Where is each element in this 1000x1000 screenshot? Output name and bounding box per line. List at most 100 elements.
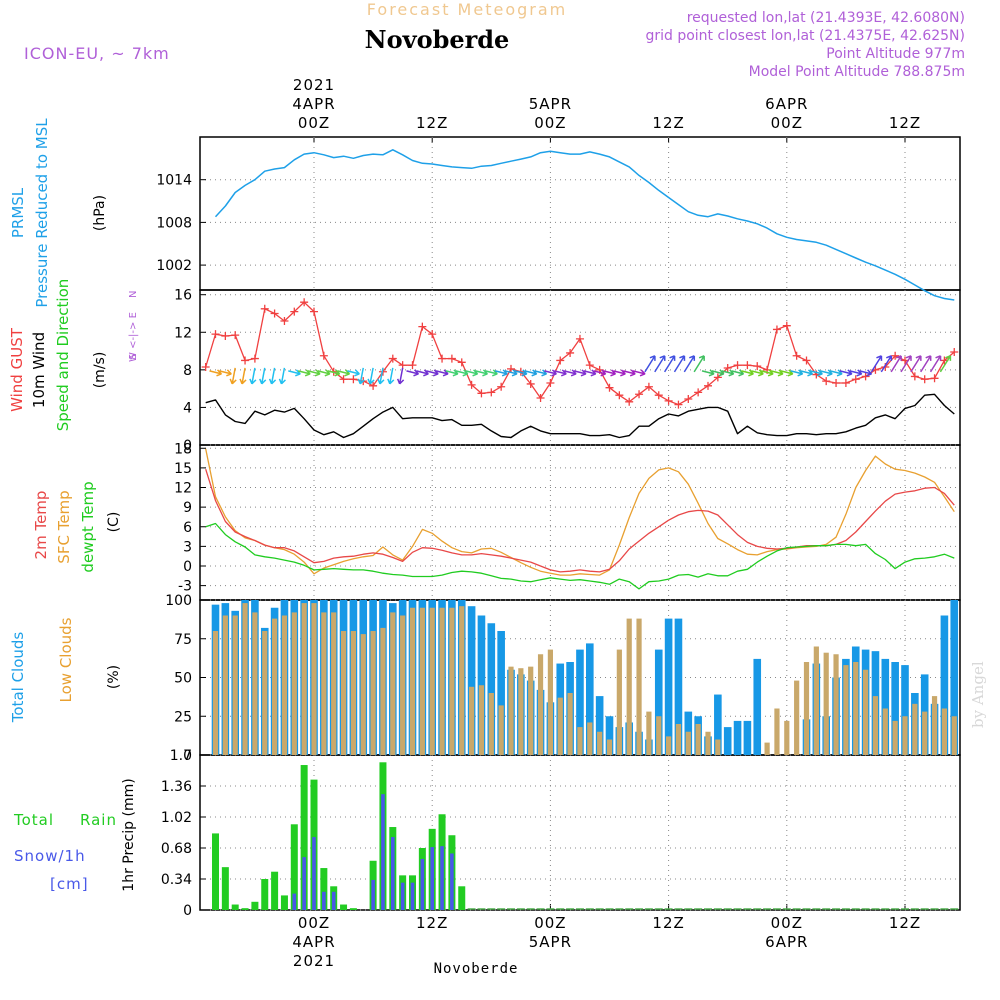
wind-direction-arrow (387, 367, 395, 385)
wind-direction-arrow (820, 369, 833, 377)
low-cloud-bar (784, 720, 790, 755)
wind-direction-arrow (800, 369, 814, 377)
wind-gust-marker (585, 361, 594, 370)
rain-bar (340, 904, 348, 910)
pressure-plot (214, 149, 955, 301)
snow-bar (430, 847, 434, 910)
total-cloud-bar (753, 658, 762, 755)
low-cloud-bar (656, 716, 662, 755)
total-cloud-bar (497, 631, 505, 755)
wind-label-10m: 10m Wind (30, 332, 48, 408)
wind-direction-arrow (357, 367, 365, 385)
rain-bar (231, 904, 239, 910)
wind-gust-marker (280, 317, 289, 325)
wind-gust-marker (733, 361, 742, 370)
wind-gust-marker (221, 332, 230, 341)
low-cloud-bar (360, 634, 366, 755)
pressure-tick-label: 1002 (156, 258, 192, 274)
low-cloud-bar (764, 742, 770, 755)
wind-gust-marker (704, 381, 712, 390)
precip-tick-label: 1.02 (161, 810, 192, 826)
temp-tick-label: 12 (174, 481, 192, 497)
wind-gust-marker (861, 372, 870, 381)
wind-gust-marker (211, 330, 220, 339)
low-cloud-bar (469, 686, 475, 755)
sfc-temp-line (205, 448, 955, 576)
low-cloud-bar (262, 631, 268, 755)
low-cloud-bar (616, 649, 622, 755)
wind-gust-marker (349, 375, 358, 384)
wind-gust-marker (339, 375, 348, 384)
compass-south: S (128, 354, 139, 360)
low-cloud-bar (577, 727, 583, 755)
top-axis-label: 4APR (292, 95, 335, 113)
wind-gust-marker (822, 377, 831, 386)
wind-direction-arrow (544, 369, 557, 377)
wind-tick-label: 16 (174, 288, 192, 304)
precip-label-rain: Rain (80, 811, 117, 829)
low-cloud-bar (528, 666, 534, 755)
snow-bar (410, 882, 415, 910)
total-cloud-bar (714, 694, 722, 755)
temp-label-unit: (C) (106, 512, 122, 533)
wind-gust-marker (231, 331, 240, 340)
rain-bar (221, 867, 229, 910)
wind-gust-marker (310, 307, 318, 316)
low-cloud-bar (429, 607, 435, 755)
wind-direction-arrow (219, 369, 232, 377)
low-cloud-bar (931, 696, 938, 755)
total-cloud-bar (605, 716, 614, 755)
wind-gust-marker (260, 304, 269, 313)
snow-bar (450, 853, 454, 910)
wind-direction-arrow (229, 367, 237, 385)
wind-direction-arrow (504, 369, 518, 377)
wind-direction-arrow (288, 369, 301, 377)
wind-gust-marker (526, 379, 535, 388)
total-cloud-bar (891, 662, 899, 755)
pressure-tick-label: 1014 (156, 173, 192, 189)
low-cloud-bar (311, 603, 317, 755)
pressure-label-prmsl: PRMSL (9, 187, 27, 238)
chart-title: Novoberde (365, 25, 510, 54)
wind-gust-marker (556, 356, 565, 365)
wind-direction-arrow (416, 369, 429, 377)
bottom-axis-label: 6APR (765, 933, 808, 951)
low-cloud-bar (892, 720, 898, 755)
cloud-label-unit: (%) (106, 665, 122, 689)
wind-tick-label: 8 (183, 363, 192, 379)
wind-direction-arrows (209, 355, 952, 385)
wind-gust-marker (792, 351, 801, 360)
top-axis-label: 5APR (529, 95, 572, 113)
wind-direction-arrow (751, 369, 764, 377)
wind-direction-arrow (534, 369, 548, 377)
low-cloud-bar (597, 731, 603, 755)
top-axis-label: 12Z (416, 114, 448, 132)
wind-direction-arrow (741, 369, 754, 377)
low-cloud-bar (626, 618, 632, 755)
low-cloud-bar (222, 615, 228, 755)
low-cloud-bar (685, 731, 691, 755)
wind-direction-arrow (377, 367, 385, 385)
rain-bar (212, 833, 219, 910)
low-cloud-bar (459, 606, 465, 755)
cloud-tick-label: 0 (183, 748, 192, 764)
low-cloud-bar (695, 724, 701, 755)
low-cloud-bar (272, 618, 278, 755)
model-label: ICON-EU, ~ 7km (24, 44, 170, 63)
temp-tick-label: 0 (183, 559, 192, 575)
wind-gust-marker (684, 394, 693, 403)
low-cloud-bar (833, 654, 839, 755)
total-cloud-bar (467, 606, 476, 755)
wind-direction-arrow (573, 369, 587, 377)
precip-label-cm: [cm] (50, 875, 89, 893)
snow-bar (420, 858, 425, 910)
dewpt-line (205, 522, 955, 590)
bottom-axis-label: 12Z (416, 914, 448, 932)
wind-direction-arrow (900, 355, 912, 373)
wind-gust-marker (250, 354, 259, 363)
top-axis-label: 6APR (765, 95, 808, 113)
total-cloud-bar (901, 665, 909, 755)
wind-gust-marker (369, 381, 378, 390)
low-cloud-bar (537, 654, 544, 755)
wind-direction-arrow (465, 369, 479, 377)
